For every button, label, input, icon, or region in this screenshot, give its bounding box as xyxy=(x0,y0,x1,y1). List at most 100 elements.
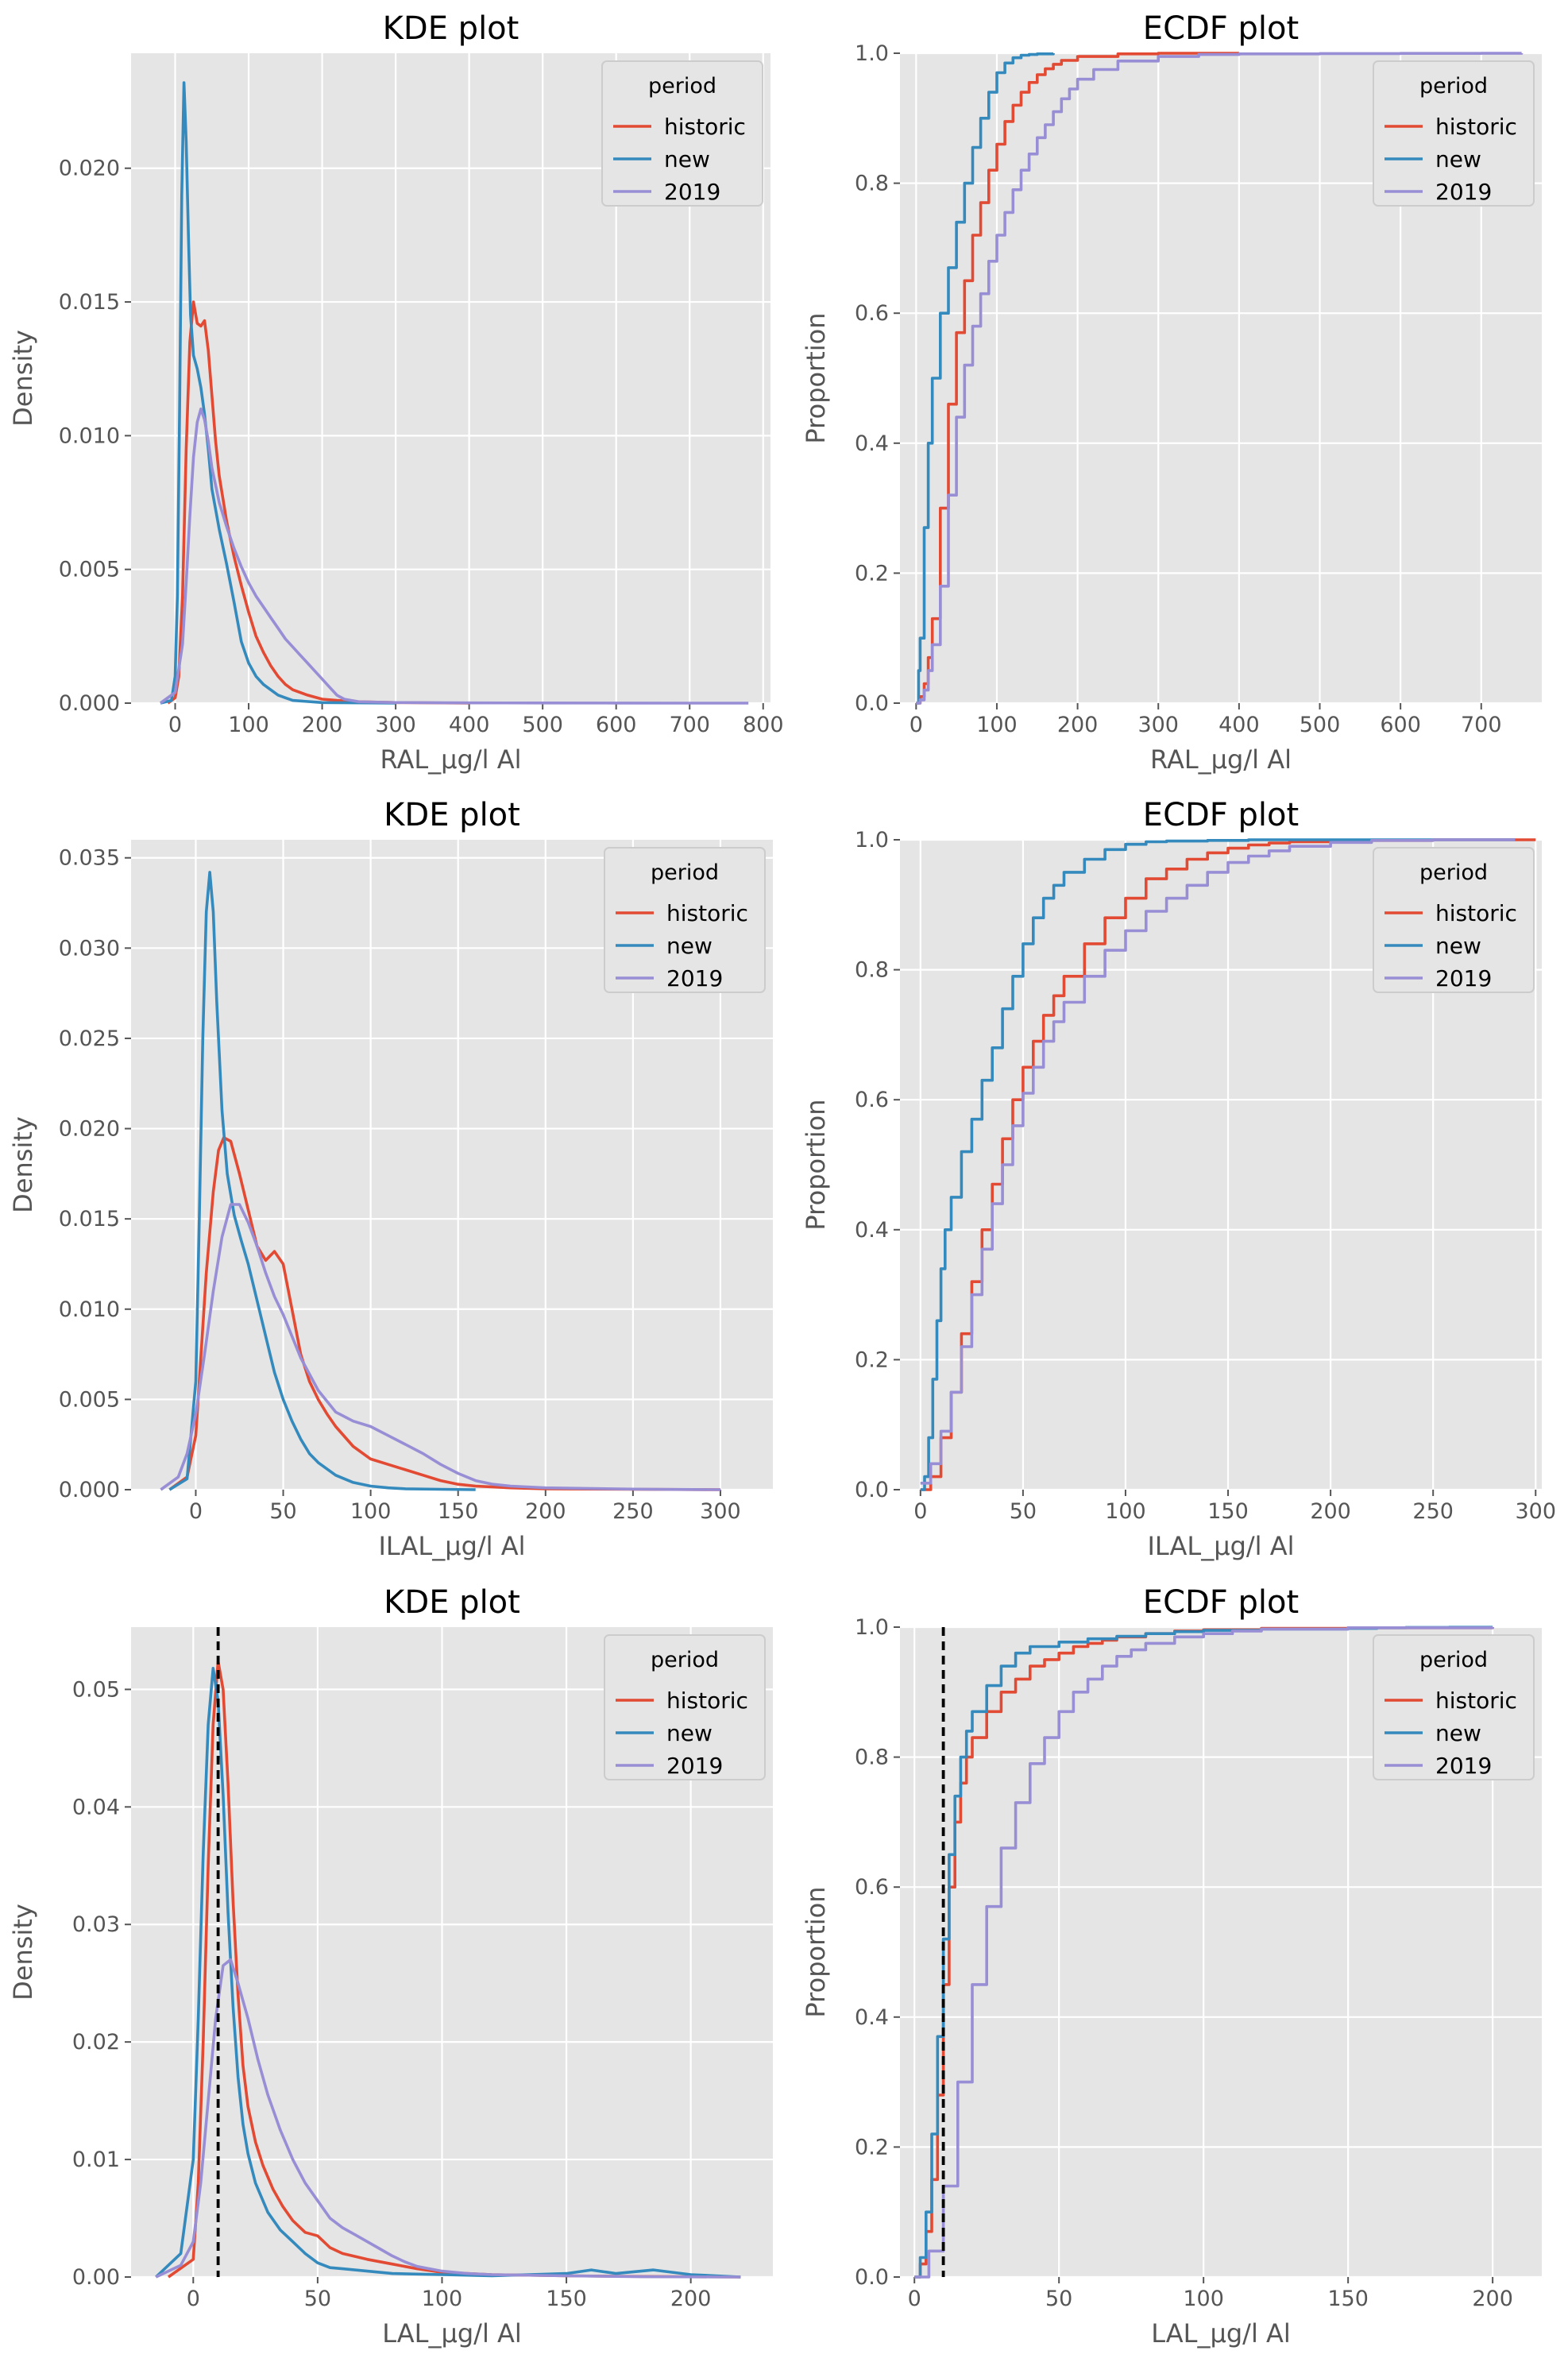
legend-label-2019: 2019 xyxy=(666,965,723,992)
y-tick-label: 0.4 xyxy=(855,2005,889,2030)
x-tick-label: 400 xyxy=(449,713,490,737)
y-tick-label: 0.010 xyxy=(59,1297,120,1322)
y-tick-label: 0.000 xyxy=(59,1478,120,1502)
x-tick-label: 0 xyxy=(189,1499,203,1524)
series-line-new xyxy=(155,1667,741,2279)
legend-label-historic: historic xyxy=(666,900,748,926)
y-axis-label: Proportion xyxy=(801,1099,831,1230)
x-tick-label: 300 xyxy=(375,713,416,737)
y-tick-label: 0.0 xyxy=(855,2265,889,2290)
x-tick-label: 600 xyxy=(596,713,637,737)
legend-box xyxy=(1373,1634,1535,1780)
x-tick-label: 300 xyxy=(1137,713,1179,737)
x-tick-label: 100 xyxy=(976,713,1018,737)
y-tick-label: 0.8 xyxy=(855,172,889,196)
y-tick-label: 0.025 xyxy=(59,1026,120,1051)
x-tick-label: 250 xyxy=(1412,1499,1454,1524)
gridlines xyxy=(131,1627,773,2279)
y-tick-label: 0.020 xyxy=(59,1117,120,1142)
chart-panel-2: 0 100 200 300 400 500 600 700 0.0 0.2 0.4 0.6 0.8 1.0… xyxy=(801,10,1542,775)
y-tick-label: 0.005 xyxy=(59,1387,120,1412)
x-tick-label: 0 xyxy=(910,713,923,737)
legend-label-new: new xyxy=(1435,933,1481,959)
y-tick-label: 0.005 xyxy=(59,558,120,582)
x-axis-label: RAL_µg/l Al xyxy=(1150,744,1292,775)
legend-label-historic: historic xyxy=(1435,114,1517,140)
y-tick-label: 0.015 xyxy=(59,290,120,315)
x-tick-label: 150 xyxy=(1207,1499,1249,1524)
series-line-2019 xyxy=(914,1626,1494,2279)
chart-title: ECDF plot xyxy=(1143,1584,1299,1621)
y-tick-label: 0.05 xyxy=(72,1677,120,1702)
y-tick-label: 0.6 xyxy=(855,301,889,326)
y-tick-label: 0.02 xyxy=(72,2030,120,2055)
x-tick-label: 700 xyxy=(669,713,710,737)
chart-panel-5: 0 50 100 150 200 0.00 0.01 0.02 0.03 0.04 0.05 KDE … xyxy=(8,1584,773,2349)
x-tick-label: 200 xyxy=(525,1499,566,1524)
x-tick-label: 50 xyxy=(269,1499,296,1524)
x-tick-label: 0 xyxy=(908,2287,921,2311)
y-tick-label: 0.8 xyxy=(855,1746,889,1770)
y-tick-label: 0.010 xyxy=(59,423,120,448)
legend: period historic new 2019 xyxy=(604,847,766,993)
y-tick-label: 1.0 xyxy=(855,41,889,66)
y-tick-label: 0.0 xyxy=(855,691,889,716)
chart-title: KDE plot xyxy=(384,1584,520,1621)
legend-title: period xyxy=(1419,860,1488,885)
x-tick-label: 100 xyxy=(1183,2287,1224,2311)
x-tick-label: 700 xyxy=(1461,713,1502,737)
legend-box xyxy=(604,847,766,993)
series-line-2019 xyxy=(920,838,1516,1485)
y-tick-label: 0.0 xyxy=(855,1478,889,1502)
series-line-historic xyxy=(167,1660,741,2279)
x-tick-label: 500 xyxy=(522,713,563,737)
x-tick-label: 500 xyxy=(1300,713,1341,737)
chart-panel-6: 0 50 100 150 200 0.0 0.2 0.4 0.6 0.8 1.0 ECDF plot L… xyxy=(801,1584,1542,2349)
legend: period historic new 2019 xyxy=(1373,60,1535,207)
legend-label-historic: historic xyxy=(664,114,746,140)
x-tick-label: 300 xyxy=(1515,1499,1556,1524)
gridlines xyxy=(900,1626,1542,2279)
x-tick-label: 250 xyxy=(612,1499,654,1524)
series-line-2019 xyxy=(160,1203,721,1491)
legend-label-new: new xyxy=(666,933,713,959)
legend-label-new: new xyxy=(666,1720,713,1746)
legend-box xyxy=(1373,847,1535,993)
x-axis-label: RAL_µg/l Al xyxy=(380,744,522,775)
x-tick-label: 100 xyxy=(422,2287,463,2311)
y-tick-label: 0.4 xyxy=(855,1218,889,1243)
y-axis-label: Proportion xyxy=(801,312,831,443)
legend-box xyxy=(1373,60,1535,207)
x-tick-label: 200 xyxy=(1310,1499,1351,1524)
legend: period historic new 2019 xyxy=(604,1634,766,1780)
legend-title: period xyxy=(1419,1648,1488,1672)
legend-label-historic: historic xyxy=(1435,900,1517,926)
y-tick-label: 0.03 xyxy=(72,1912,120,1937)
x-tick-label: 600 xyxy=(1380,713,1421,737)
x-axis-label: ILAL_µg/l Al xyxy=(378,1531,525,1561)
x-tick-label: 100 xyxy=(350,1499,392,1524)
y-tick-label: 0.4 xyxy=(855,431,889,456)
legend-box xyxy=(604,1634,766,1780)
series-line-new xyxy=(916,52,1055,705)
legend-title: period xyxy=(651,860,719,885)
legend-box xyxy=(601,60,763,207)
series-line-new xyxy=(920,838,1516,1491)
series-line-2019 xyxy=(155,1958,741,2279)
y-tick-label: 0.030 xyxy=(59,936,120,961)
legend: period historic new 2019 xyxy=(1373,1634,1535,1780)
legend-label-2019: 2019 xyxy=(664,179,720,205)
chart-panel-4: 0 50 100 150 200 250 300 0.0 0.2 0.4 0.6 0.8 1.0 ECDF… xyxy=(801,797,1556,1561)
chart-panel-3: 0 50 100 150 200 250 300 0.000 0.005 0.010 0.015 0.… xyxy=(8,797,773,1561)
x-tick-label: 0 xyxy=(913,1499,927,1524)
x-tick-label: 200 xyxy=(302,713,343,737)
x-axis-label: ILAL_µg/l Al xyxy=(1147,1531,1294,1561)
y-tick-label: 0.6 xyxy=(855,1088,889,1112)
y-tick-label: 0.015 xyxy=(59,1207,120,1231)
y-tick-label: 0.020 xyxy=(59,157,120,181)
x-axis-label: LAL_µg/l Al xyxy=(1151,2318,1291,2349)
legend-label-2019: 2019 xyxy=(1435,1753,1492,1779)
x-tick-label: 0 xyxy=(187,2287,200,2311)
x-tick-label: 150 xyxy=(438,1499,479,1524)
